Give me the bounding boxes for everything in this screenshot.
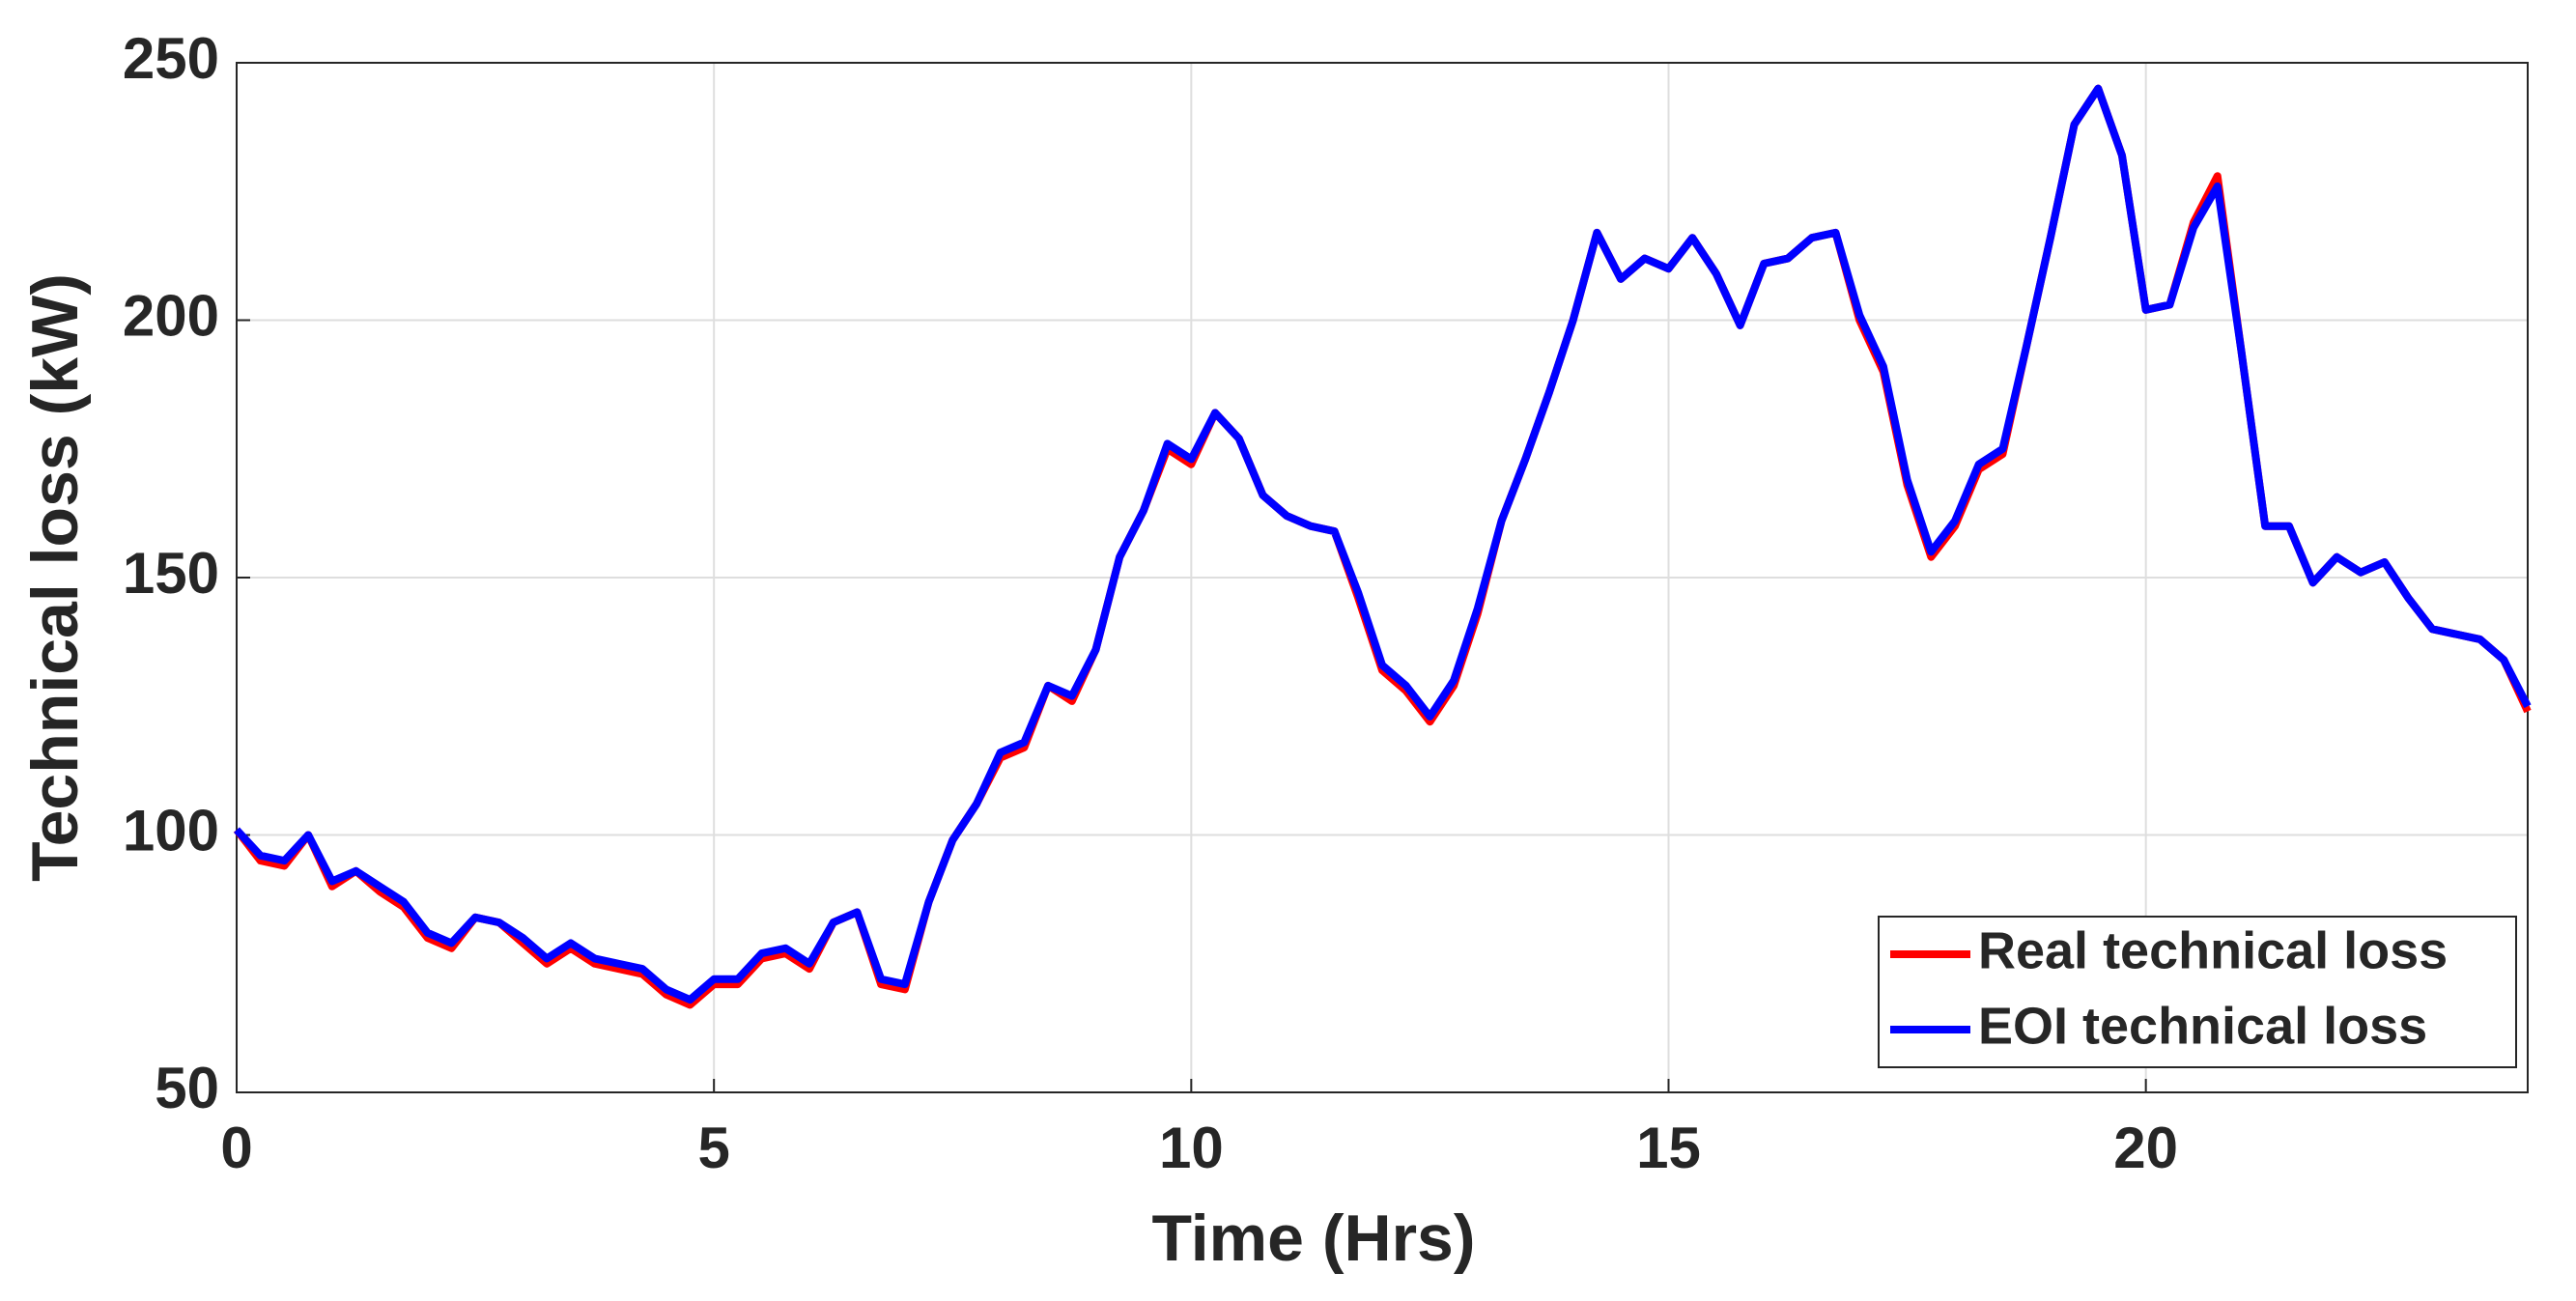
- y-tick-label: 50: [155, 1056, 219, 1120]
- x-tick-label: 15: [1636, 1116, 1701, 1180]
- x-axis-label: Time (Hrs): [1151, 1202, 1475, 1275]
- plot-frame: [236, 62, 2529, 1093]
- legend-box: [1878, 916, 2517, 1068]
- legend-label: EOI technical loss: [1978, 997, 2427, 1055]
- x-tick-label: 0: [220, 1116, 252, 1180]
- x-tick-label: 5: [697, 1116, 729, 1180]
- y-tick-label: 100: [123, 798, 219, 863]
- y-tick-label: 150: [123, 541, 219, 606]
- series-line: [234, 84, 2532, 1004]
- y-tick-label: 250: [123, 26, 219, 91]
- x-tick-label: 10: [1159, 1116, 1224, 1180]
- legend-label: Real technical loss: [1978, 921, 2448, 979]
- y-axis-label: Technical loss (kW): [18, 273, 92, 882]
- y-tick-label: 200: [123, 283, 219, 348]
- x-tick-label: 20: [2113, 1116, 2178, 1180]
- legend: Real technical loss EOI technical loss: [1878, 916, 2517, 1068]
